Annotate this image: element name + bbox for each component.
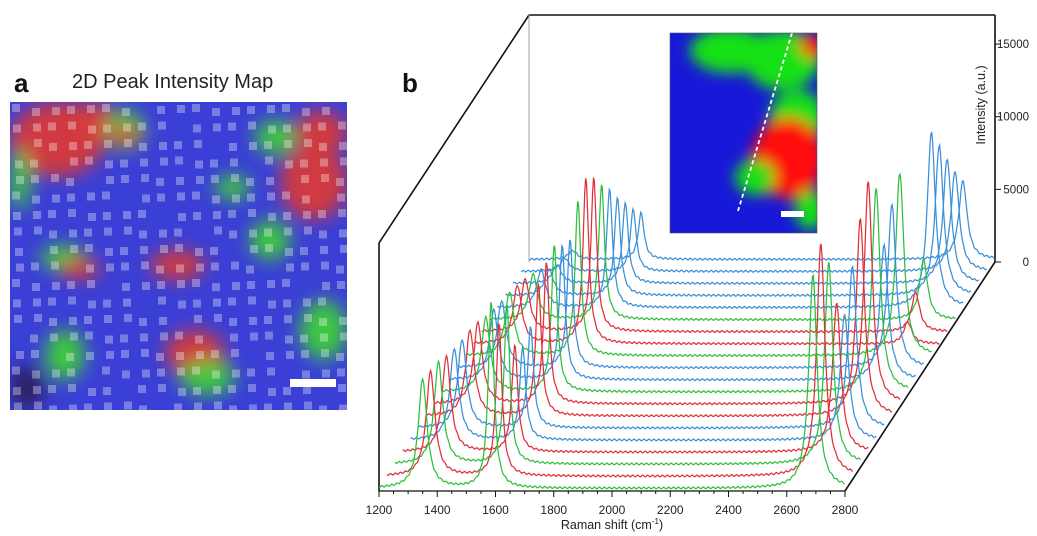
x-tick-label: 2600 [773,503,800,517]
y-tick-label: 0 [1023,257,1029,269]
x-tick-label: 2000 [599,503,626,517]
spectrum-line-8 [473,178,940,346]
spectrum-line-20 [378,273,845,490]
inset-map [670,33,817,233]
spectrum-line-18 [394,262,861,466]
spectrum-line-16 [410,313,877,442]
x-axis-label: Raman shift (cm-1) [561,517,663,532]
intensity-map [10,102,347,410]
spectrum-line-19 [386,243,854,478]
spectrum-line-14 [426,217,893,418]
x-axis: 1200 1400 1600 1800 2000 2200 2400 2600 2800 [366,490,859,517]
y-axis-label: Intensity (a.u.) [974,65,988,144]
spectra-stack [378,131,995,490]
map-scale-bar [290,379,336,387]
inset-scale-bar [781,211,804,217]
inset-line-scan [737,33,793,212]
spectrum-line-13 [434,181,901,406]
y-tick-label: 15000 [997,39,1029,51]
spectrum-line-1 [528,180,995,261]
inset-border [669,32,818,234]
panel-b-letter: b [402,68,418,98]
inset-regions [690,33,817,230]
pillar-array [12,104,347,410]
spectrum-line-7 [481,177,948,334]
box-frame [378,14,996,492]
x-tick-label: 2400 [715,503,742,517]
spectrum-line-6 [489,184,956,322]
y-tick-label: 5000 [1003,184,1029,196]
spectrum-line-9 [465,172,932,358]
x-tick-label: 1800 [540,503,567,517]
x-tick-label: 2800 [832,503,859,517]
spectrum-line-17 [402,302,869,454]
x-tick-label: 1400 [424,503,451,517]
y-axis: 0 5000 10000 15000 [995,39,1029,269]
y-tick-label: 10000 [997,112,1029,124]
panel-a-letter: a [14,68,29,98]
map-regions [10,102,347,410]
x-tick-label: 1200 [366,503,393,517]
x-tick-label: 2200 [657,503,684,517]
map-title: 2D Peak Intensity Map [72,71,274,93]
x-tick-label: 1600 [482,503,509,517]
